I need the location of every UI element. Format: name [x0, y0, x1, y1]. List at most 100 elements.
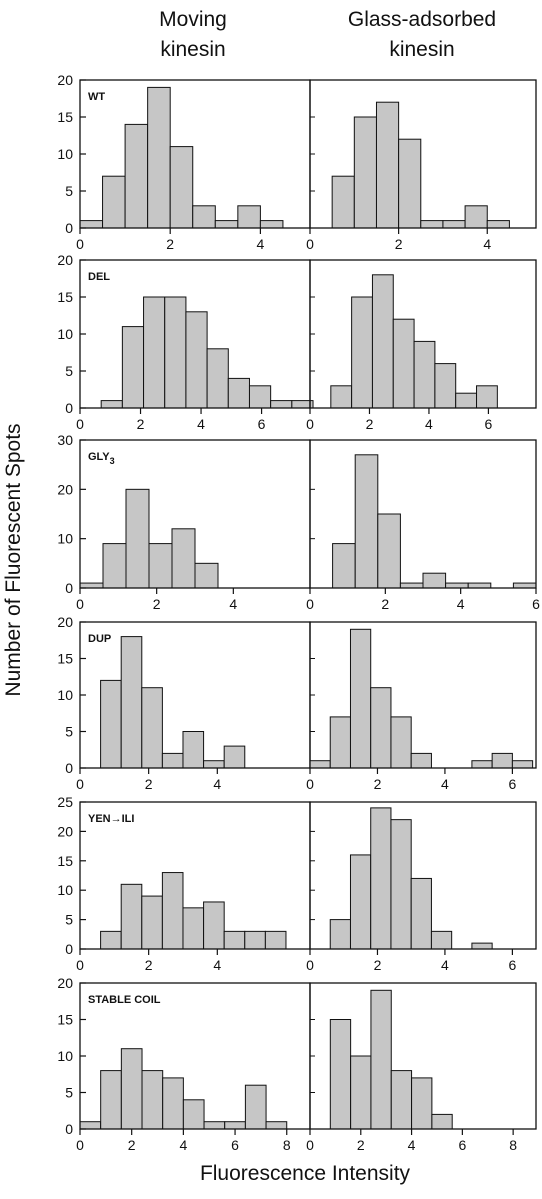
x-tick-label: 2	[374, 957, 382, 973]
histogram-bar	[331, 175, 355, 229]
y-tick-label: 20	[57, 72, 73, 88]
histogram-bar	[392, 318, 415, 409]
row-label: DUP	[88, 633, 111, 645]
x-tick-label: 8	[509, 1137, 517, 1153]
y-tick-label: 10	[57, 146, 73, 162]
histogram-bar	[120, 636, 143, 769]
histogram-bar	[203, 901, 225, 950]
column-header-moving-line2: kinesin	[160, 38, 225, 61]
histogram-bar	[100, 400, 123, 409]
histogram-bar	[125, 488, 150, 589]
y-tick-label: 15	[57, 109, 73, 125]
histogram-bar	[330, 385, 353, 409]
x-tick-label: 4	[408, 1137, 416, 1153]
histogram-bar	[413, 340, 436, 409]
histogram-bar	[476, 385, 498, 409]
x-tick-label: 4	[213, 776, 221, 792]
histogram-bar	[471, 942, 493, 950]
histogram-bar	[182, 1099, 205, 1130]
histogram-bar	[164, 296, 187, 409]
y-tick-label: 20	[57, 614, 73, 630]
histogram-bar	[162, 1077, 184, 1130]
y-tick-label: 0	[65, 400, 73, 416]
histogram-bar	[214, 220, 239, 229]
histogram-bar	[434, 363, 457, 409]
y-tick-label: 15	[57, 651, 73, 667]
histogram-bar	[194, 562, 219, 589]
x-tick-label: 6	[258, 416, 266, 432]
histogram-bar	[350, 1055, 372, 1130]
histogram-bar	[224, 1121, 246, 1130]
histogram-bar	[390, 716, 412, 769]
y-tick-label: 0	[65, 220, 73, 236]
y-tick-label: 30	[57, 432, 73, 448]
y-tick-label: 0	[65, 580, 73, 596]
x-tick-label: 4	[179, 1137, 187, 1153]
histogram-bar	[182, 731, 205, 769]
histogram-bar	[102, 175, 126, 229]
y-tick-label: 5	[65, 1085, 73, 1101]
x-tick-label: 0	[306, 416, 314, 432]
x-tick-label: 6	[231, 1137, 239, 1153]
panel-frame	[309, 801, 537, 950]
x-tick-label: 0	[76, 957, 84, 973]
histogram-bar	[442, 220, 466, 229]
x-tick-label: 2	[357, 1137, 365, 1153]
x-tick-label: 4	[441, 776, 449, 792]
histogram-bar	[248, 385, 272, 409]
y-tick-label: 10	[57, 326, 73, 342]
histogram-bar	[147, 86, 171, 229]
histogram-bar	[390, 1070, 413, 1130]
histogram-bar	[511, 760, 534, 769]
histogram-bar	[264, 930, 287, 950]
histogram-bar	[102, 543, 127, 589]
y-tick-label: 0	[65, 760, 73, 776]
histogram-bar	[182, 907, 205, 950]
histogram-bar	[237, 205, 261, 229]
histogram-bar	[420, 220, 444, 229]
histogram-bar	[124, 123, 149, 229]
y-tick-label: 5	[65, 912, 73, 928]
histogram-bar	[390, 819, 412, 950]
histogram-bar	[265, 1121, 288, 1130]
histogram-bar	[223, 930, 246, 950]
panel-frame	[309, 439, 537, 589]
histogram-bar	[185, 311, 208, 409]
x-tick-label: 0	[76, 416, 84, 432]
y-tick-label: 5	[65, 363, 73, 379]
y-tick-label: 0	[65, 941, 73, 957]
histogram-bar	[223, 745, 246, 769]
histogram-bar	[143, 296, 166, 409]
y-tick-label: 25	[57, 794, 73, 810]
row-label: DEL	[88, 271, 110, 283]
y-tick-label: 20	[57, 823, 73, 839]
x-tick-label: 4	[197, 416, 205, 432]
histogram-bar	[100, 1070, 122, 1130]
x-tick-label: 4	[229, 596, 237, 612]
row-label: WT	[88, 91, 105, 103]
histogram-bar	[79, 582, 104, 589]
histogram-bar	[410, 877, 432, 950]
x-tick-label: 0	[76, 236, 84, 252]
histogram-bar	[171, 528, 196, 589]
histogram-bar	[79, 1121, 102, 1130]
histogram-bar	[329, 716, 351, 769]
histogram-bar	[445, 582, 469, 589]
y-tick-label: 5	[65, 724, 73, 740]
histogram-bar	[471, 760, 493, 769]
x-tick-label: 0	[306, 1137, 314, 1153]
histogram-bar	[329, 1019, 352, 1130]
x-tick-label: 6	[485, 416, 493, 432]
x-tick-label: 2	[381, 596, 389, 612]
histogram-bar	[370, 687, 392, 769]
histogram-bar	[431, 1113, 453, 1130]
histogram-bar	[259, 220, 284, 229]
histogram-bar	[410, 752, 432, 769]
histogram-bar	[370, 989, 392, 1130]
histogram-bar	[121, 326, 145, 409]
x-tick-label: 0	[76, 1137, 84, 1153]
y-tick-label: 15	[57, 853, 73, 869]
x-tick-label: 4	[457, 596, 465, 612]
column-header-moving-line1: Moving	[159, 8, 227, 31]
histogram-bar	[467, 582, 492, 589]
